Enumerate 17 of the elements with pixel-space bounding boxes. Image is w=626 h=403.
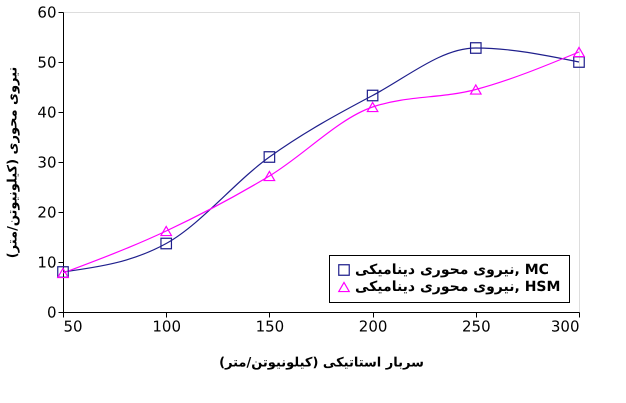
y-tick-label: 40 [37, 104, 56, 122]
y-tick-label: 60 [37, 4, 56, 22]
y-tick-label: 20 [37, 204, 56, 222]
legend-label: نیروی محوری دینامیکی, HSM [355, 279, 560, 295]
x-tick-label: 300 [550, 318, 580, 336]
y-tick-label: 30 [37, 154, 56, 172]
x-tick-label: 100 [152, 318, 182, 336]
y-tick-label: 10 [37, 254, 56, 272]
legend-label: نیروی محوری دینامیکی, MC [355, 262, 549, 278]
y-axis-title: نیروی محوری (کیلونیوتن/متر) [5, 66, 20, 258]
y-tick-label: 50 [37, 54, 56, 72]
x-tick-label: 150 [256, 318, 284, 336]
y-tick-label: 0 [46, 304, 56, 322]
x-axis-title: سربار استاتیکی (کیلونیوتن/متر) [219, 356, 424, 370]
x-tick-label: 200 [358, 318, 388, 336]
x-tick-label: 250 [462, 318, 491, 336]
x-tick-label: 50 [64, 318, 83, 336]
